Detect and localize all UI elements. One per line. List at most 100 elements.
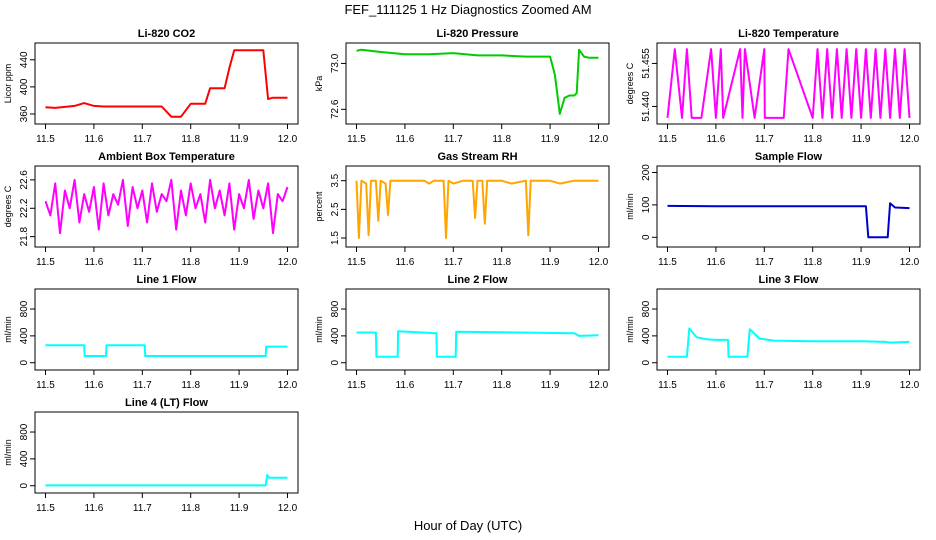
y-tick-label: 440 xyxy=(19,51,30,68)
y-tick-label: 100 xyxy=(641,196,652,213)
x-tick-label: 11.6 xyxy=(396,257,415,268)
x-tick-label: 12.0 xyxy=(900,257,920,268)
x-tick-label: 11.6 xyxy=(707,380,726,391)
y-tick-label: 3.5 xyxy=(330,173,341,187)
x-tick-label: 11.5 xyxy=(658,257,677,268)
x-tick-label: 11.9 xyxy=(541,257,560,268)
x-tick-label: 11.8 xyxy=(181,257,200,268)
x-tick-label: 11.9 xyxy=(230,380,249,391)
y-tick-label: 360 xyxy=(19,105,30,122)
x-tick-label: 11.6 xyxy=(85,134,104,145)
x-tick-label: 11.5 xyxy=(36,380,55,391)
y-axis-label: percent xyxy=(314,191,324,222)
y-tick-label: 21.8 xyxy=(19,226,30,246)
plot-frame xyxy=(656,165,921,248)
panel-title: Line 4 (LT) Flow xyxy=(125,397,208,409)
y-tick-label: 400 xyxy=(19,78,30,95)
x-tick-label: 11.9 xyxy=(541,134,560,145)
y-axis-label: Licor ppm xyxy=(3,64,13,104)
panel-1: Li-820 CO2 11.5 11.6 11.7 11.8 11.9 12.0 360 400… xyxy=(3,28,299,145)
x-tick-label: 11.9 xyxy=(852,257,871,268)
series-line xyxy=(667,327,910,358)
x-tick-label: 12.0 xyxy=(278,380,298,391)
x-tick-label: 11.9 xyxy=(230,257,249,268)
x-tick-label: 11.6 xyxy=(85,257,104,268)
x-tick-label: 12.0 xyxy=(900,134,920,145)
plot-frame xyxy=(34,42,299,125)
plot-frame xyxy=(34,165,299,248)
y-tick-label: 0 xyxy=(641,360,652,366)
x-tick-label: 12.0 xyxy=(589,134,609,145)
plot-frame xyxy=(656,288,921,371)
panel-6: Sample Flow 11.5 11.6 11.7 11.8 11.9 12.0 0 100 2… xyxy=(625,151,921,268)
x-tick-label: 11.7 xyxy=(133,134,152,145)
y-tick-label: 800 xyxy=(19,423,30,440)
x-tick-label: 11.5 xyxy=(347,380,366,391)
panel-7: Line 1 Flow 11.5 11.6 11.7 11.8 11.9 12.0 0 400 8… xyxy=(3,274,299,391)
y-tick-label: 400 xyxy=(19,450,30,467)
panel-title: Li-820 Temperature xyxy=(738,28,839,40)
panel-3: Li-820 Temperature 11.5 11.6 11.7 11.8 11.9 12… xyxy=(625,28,921,145)
x-tick-label: 11.7 xyxy=(444,257,463,268)
y-tick-label: 0 xyxy=(19,360,30,366)
plot-frame xyxy=(34,411,299,494)
panel-title: Li-820 CO2 xyxy=(138,28,195,40)
panel-title: Line 1 Flow xyxy=(137,274,197,286)
panel-title: Gas Stream RH xyxy=(437,151,517,163)
x-tick-label: 11.7 xyxy=(133,257,152,268)
y-tick-label: 22.2 xyxy=(19,198,30,218)
y-axis-label: ml/min xyxy=(625,193,635,220)
y-tick-label: 400 xyxy=(19,327,30,344)
y-axis-label: ml/min xyxy=(314,316,324,343)
x-tick-label: 11.5 xyxy=(347,134,366,145)
x-tick-label: 11.8 xyxy=(492,257,511,268)
x-tick-label: 11.8 xyxy=(181,503,200,514)
panel-title: Line 3 Flow xyxy=(759,274,819,286)
panel-title: Li-820 Pressure xyxy=(437,28,519,40)
x-tick-label: 11.5 xyxy=(36,134,55,145)
x-tick-label: 11.5 xyxy=(36,503,55,514)
x-tick-label: 11.8 xyxy=(181,134,200,145)
y-tick-label: 400 xyxy=(641,327,652,344)
x-tick-label: 11.9 xyxy=(541,380,560,391)
plot-frame xyxy=(34,288,299,371)
x-tick-label: 11.6 xyxy=(396,380,415,391)
panel-10: Line 4 (LT) Flow 11.5 11.6 11.7 11.8 11.9 12.0… xyxy=(3,397,299,514)
y-tick-label: 0 xyxy=(641,234,652,240)
plot-frame xyxy=(345,165,610,248)
series-line xyxy=(667,202,910,239)
x-axis-label: Hour of Day (UTC) xyxy=(413,518,523,533)
x-tick-label: 11.6 xyxy=(85,503,104,514)
y-tick-label: 0 xyxy=(19,483,30,489)
y-axis-label: degrees C xyxy=(3,185,13,227)
x-tick-label: 12.0 xyxy=(278,134,298,145)
x-tick-label: 11.6 xyxy=(85,380,104,391)
x-tick-label: 12.0 xyxy=(278,503,298,514)
series-line xyxy=(45,49,288,118)
x-tick-label: 11.7 xyxy=(133,380,152,391)
y-axis-label: ml/min xyxy=(3,316,13,343)
panel-4: Ambient Box Temperature 11.5 11.6 11.7 11.8 1… xyxy=(3,151,299,268)
x-tick-label: 11.7 xyxy=(444,134,463,145)
series-line xyxy=(356,48,599,115)
y-axis-label: ml/min xyxy=(3,439,13,466)
x-tick-label: 11.7 xyxy=(444,380,463,391)
y-axis-label: kPa xyxy=(314,76,324,92)
y-axis-label: ml/min xyxy=(625,316,635,343)
panel-title: Sample Flow xyxy=(755,151,823,163)
x-tick-label: 11.7 xyxy=(133,503,152,514)
y-tick-label: 73.0 xyxy=(330,53,341,73)
y-tick-label: 200 xyxy=(641,164,652,181)
y-tick-label: 2.5 xyxy=(330,202,341,216)
series-line xyxy=(355,179,599,239)
x-tick-label: 11.8 xyxy=(803,380,822,391)
y-axis-label: degrees C xyxy=(625,62,635,104)
x-tick-label: 11.7 xyxy=(755,380,774,391)
y-tick-label: 51.455 xyxy=(641,48,652,79)
x-tick-label: 12.0 xyxy=(900,380,920,391)
x-tick-label: 11.7 xyxy=(755,257,774,268)
panel-title: Line 2 Flow xyxy=(448,274,508,286)
x-tick-label: 11.5 xyxy=(658,134,677,145)
series-line xyxy=(45,344,288,357)
x-tick-label: 11.9 xyxy=(230,503,249,514)
